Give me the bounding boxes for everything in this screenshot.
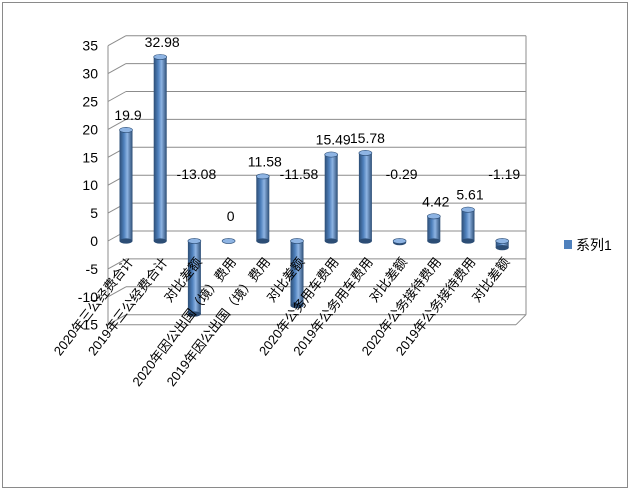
y-tick-label: -15: [78, 317, 98, 333]
data-label: -0.29: [386, 166, 418, 182]
data-label: 5.61: [456, 187, 483, 203]
bar: [221, 238, 236, 244]
bar: [290, 238, 304, 309]
legend-label: 系列1: [576, 237, 612, 253]
data-label: 15.49: [316, 132, 351, 148]
bar: [187, 238, 202, 317]
y-tick-label: 25: [82, 94, 98, 110]
bar-cap: [461, 206, 475, 213]
bar-cap: [119, 127, 133, 133]
gridline-depth: [107, 314, 127, 326]
data-label: 32.98: [145, 34, 180, 50]
data-labels: 19.9 32.98 -13.08 0 11.58-11.58 15.49 15.78 -0.…: [114, 34, 520, 224]
bar-cap: [358, 150, 373, 156]
data-label: -11.58: [280, 166, 319, 182]
bar-base: [290, 303, 304, 309]
data-label: 4.42: [422, 193, 449, 209]
bar: [324, 151, 339, 244]
bar: [392, 238, 407, 246]
bar-body: [256, 176, 270, 241]
bars: [119, 54, 510, 317]
y-tick-label: 15: [82, 149, 98, 165]
bar-body: [427, 216, 441, 241]
bar-cap: [221, 238, 236, 244]
data-label: -1.19: [488, 166, 520, 182]
gridline-depth: [107, 118, 127, 130]
bar-base: [461, 238, 475, 244]
gridline-depth: [107, 258, 127, 270]
gridline-depth: [107, 35, 127, 47]
bar: [495, 238, 510, 251]
y-tick-label: -10: [78, 289, 98, 305]
bar-base: [119, 238, 133, 244]
bar-base: [495, 245, 509, 251]
bar-body: [290, 241, 304, 306]
y-tick-label: 20: [82, 121, 98, 137]
bar-cap: [153, 54, 167, 60]
data-label: 19.9: [114, 107, 141, 123]
bar-cap: [187, 238, 202, 244]
y-tick-label: 35: [82, 38, 98, 54]
bar-cap: [255, 173, 270, 180]
bar-base: [427, 238, 441, 244]
legend: 系列1: [564, 237, 612, 253]
gridline-depth: [107, 286, 127, 298]
bar: [426, 213, 441, 244]
bar-base: [153, 238, 167, 244]
bar-base: [324, 238, 338, 244]
bar-body: [187, 241, 201, 314]
bar-base: [187, 311, 201, 317]
y-tick-label: 5: [90, 205, 98, 221]
bar: [255, 173, 270, 244]
bar-body: [324, 154, 338, 241]
legend-swatch: [564, 240, 572, 249]
back-wall: [108, 35, 526, 325]
y-tick-label: -5: [86, 261, 99, 277]
plot-walls: [107, 35, 527, 325]
y-axis-ticks: -15 -10 -5 0 5 10 15 20 25 30 35: [78, 38, 98, 333]
gridline-depth: [107, 63, 127, 75]
bar-body: [358, 152, 372, 241]
y-tick-label: 30: [82, 66, 98, 82]
y-tick-label: 0: [90, 233, 98, 249]
data-label: -13.08: [177, 166, 217, 182]
bar-cap: [426, 213, 441, 220]
bar: [153, 54, 167, 244]
y-tick-label: 10: [82, 177, 98, 193]
gridline-depth: [107, 91, 127, 102]
data-label: 15.78: [350, 130, 385, 146]
bar: [461, 206, 475, 244]
bar-cap: [495, 238, 510, 244]
floor-side-edge: [515, 314, 527, 326]
bar-cap: [392, 238, 407, 244]
bar-body: [119, 129, 133, 241]
bar-base: [358, 238, 372, 244]
bar-body: [153, 56, 167, 241]
bar-cap: [290, 238, 304, 244]
data-label: 11.58: [248, 153, 282, 169]
bar-body: [495, 241, 509, 248]
bar: [119, 127, 133, 244]
bar-body: [461, 209, 475, 241]
bar-base: [256, 238, 270, 244]
data-label: 0: [227, 208, 235, 224]
bar-cap: [324, 151, 339, 158]
bar: [358, 150, 373, 244]
